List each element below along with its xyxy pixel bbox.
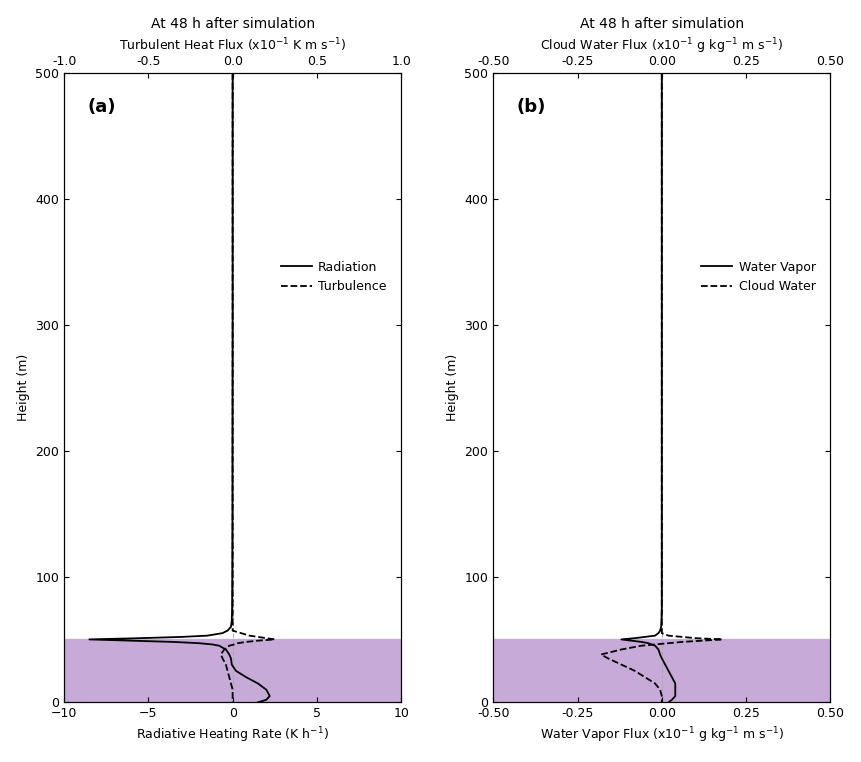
Title: At 48 h after simulation: At 48 h after simulation bbox=[151, 17, 314, 30]
X-axis label: Cloud Water Flux (x10$^{-1}$ g kg$^{-1}$ m s$^{-1}$): Cloud Water Flux (x10$^{-1}$ g kg$^{-1}$… bbox=[540, 36, 784, 56]
X-axis label: Turbulent Heat Flux (x10$^{-1}$ K m s$^{-1}$): Turbulent Heat Flux (x10$^{-1}$ K m s$^{… bbox=[119, 36, 346, 53]
Bar bbox=[493, 639, 830, 703]
Legend: Radiation, Turbulence: Radiation, Turbulence bbox=[276, 256, 392, 298]
Text: (a): (a) bbox=[88, 98, 116, 117]
X-axis label: Radiative Heating Rate (K h$^{-1}$): Radiative Heating Rate (K h$^{-1}$) bbox=[136, 725, 329, 745]
Text: (b): (b) bbox=[517, 98, 546, 117]
Bar bbox=[64, 639, 401, 703]
Y-axis label: Height (m): Height (m) bbox=[16, 354, 29, 421]
X-axis label: Water Vapor Flux (x10$^{-1}$ g kg$^{-1}$ m s$^{-1}$): Water Vapor Flux (x10$^{-1}$ g kg$^{-1}$… bbox=[540, 725, 784, 745]
Legend: Water Vapor, Cloud Water: Water Vapor, Cloud Water bbox=[697, 256, 821, 298]
Title: At 48 h after simulation: At 48 h after simulation bbox=[579, 17, 744, 30]
Y-axis label: Height (m): Height (m) bbox=[446, 354, 459, 421]
